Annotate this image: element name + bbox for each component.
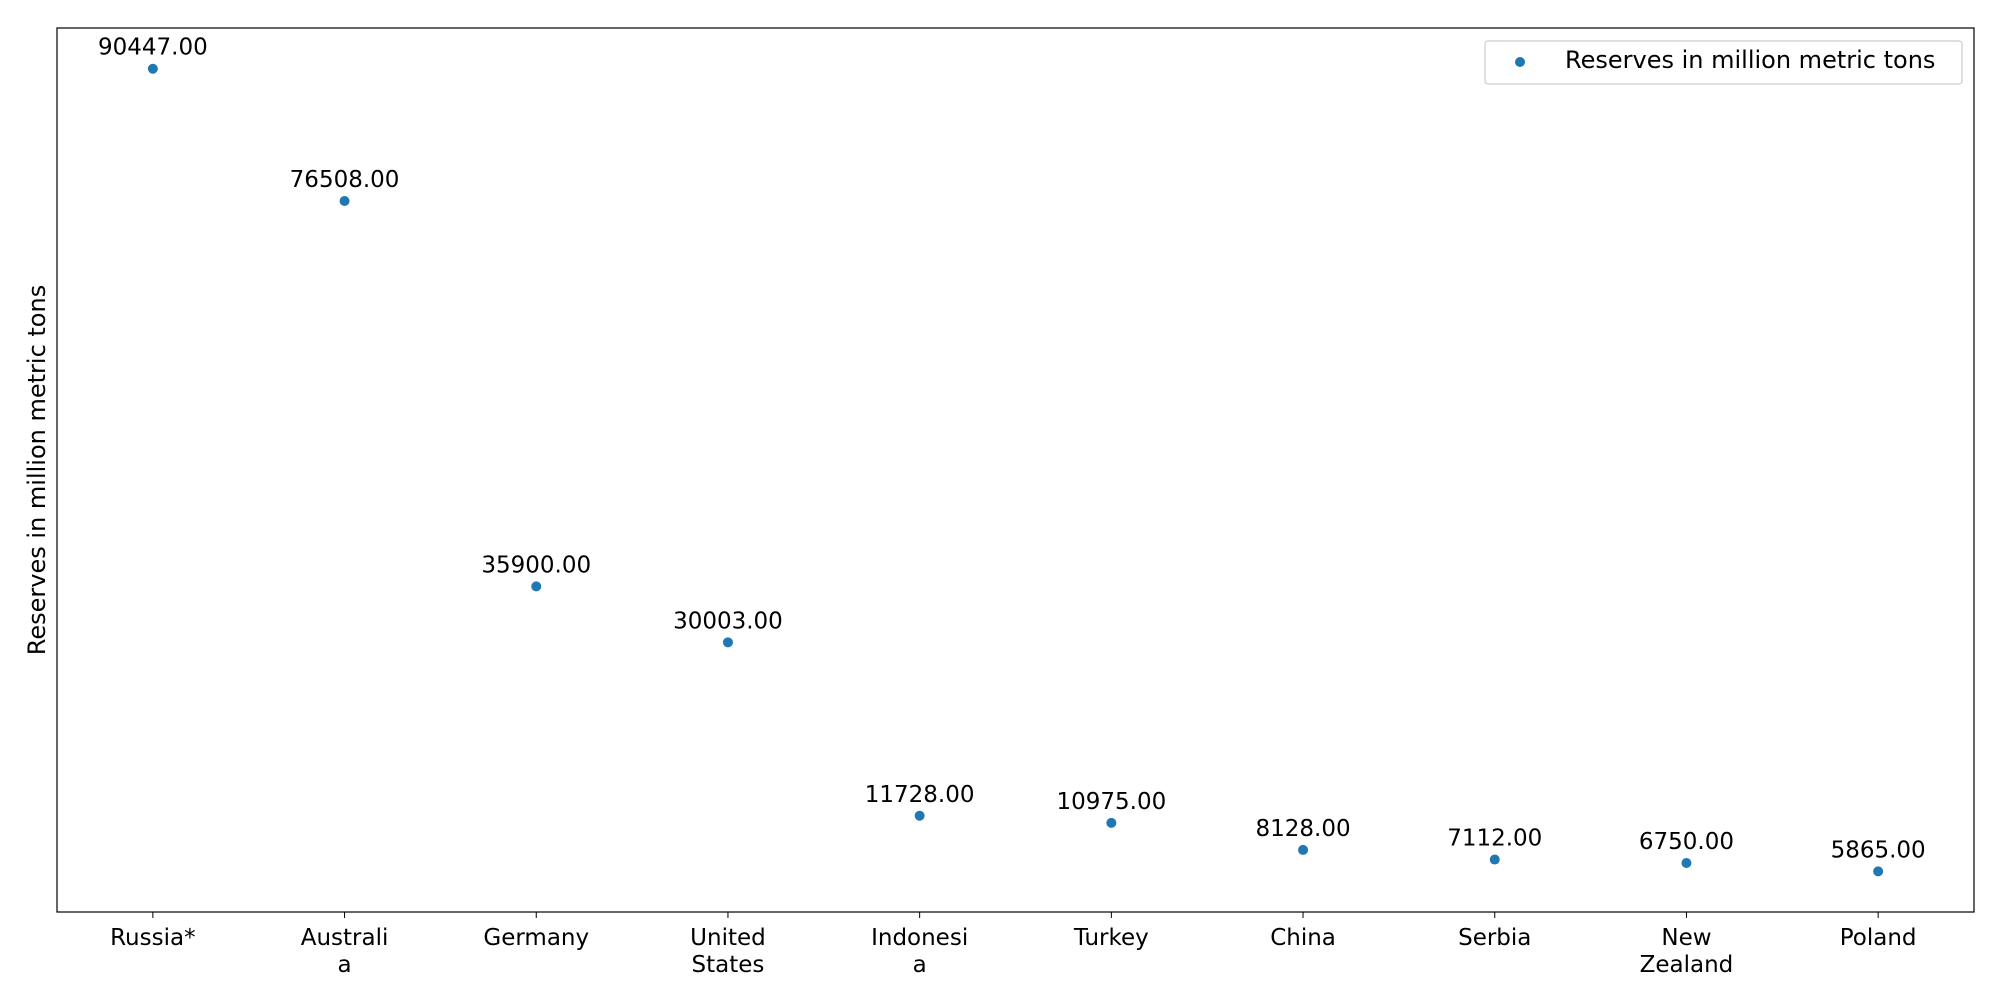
data-label: 10975.00 [1056,789,1166,815]
x-tick-label: Poland [1840,925,1917,951]
data-point [1489,854,1500,865]
data-point [339,196,350,207]
data-point [147,63,158,74]
data-point [914,810,925,821]
data-label: 5865.00 [1831,837,1926,863]
x-tick-label: Germany [483,925,589,951]
legend-box [1484,40,1963,85]
data-point [1873,866,1884,877]
x-tick-label: United States [690,925,766,978]
x-tick-label: Australi a [301,925,389,978]
x-tick-label: Russia* [110,925,195,951]
data-points [147,63,1884,877]
data-point [1298,844,1309,855]
x-tick-label: China [1270,925,1336,951]
x-tick-label: Serbia [1458,925,1531,951]
data-label: 11728.00 [865,782,975,808]
data-point [722,637,733,648]
legend-label: Reserves in million metric tons [1565,46,1935,74]
data-point [531,581,542,592]
x-tick-label: New Zealand [1640,925,1734,978]
data-point [1106,817,1117,828]
legend: Reserves in million metric tons [1484,40,1963,85]
data-labels: 90447.00 76508.00 35900.00 30003.00 11728.00… [98,35,1926,864]
x-tick-label: Turkey [1073,925,1149,951]
data-label: 90447.00 [98,35,208,61]
data-label: 30003.00 [673,608,783,634]
data-label: 35900.00 [481,552,591,578]
x-tick-label: Indonesi a [871,925,968,978]
data-label: 8128.00 [1255,816,1350,842]
data-label: 6750.00 [1639,829,1734,855]
y-axis-label: Reserves in million metric tons [23,285,51,655]
data-label: 7112.00 [1447,826,1542,852]
legend-marker [1515,57,1525,67]
x-axis-ticks: Russia* Australi a Germany United States Indon… [110,912,1917,978]
data-point [1681,857,1692,868]
data-label: 76508.00 [290,167,400,193]
plot-frame [56,27,1975,913]
